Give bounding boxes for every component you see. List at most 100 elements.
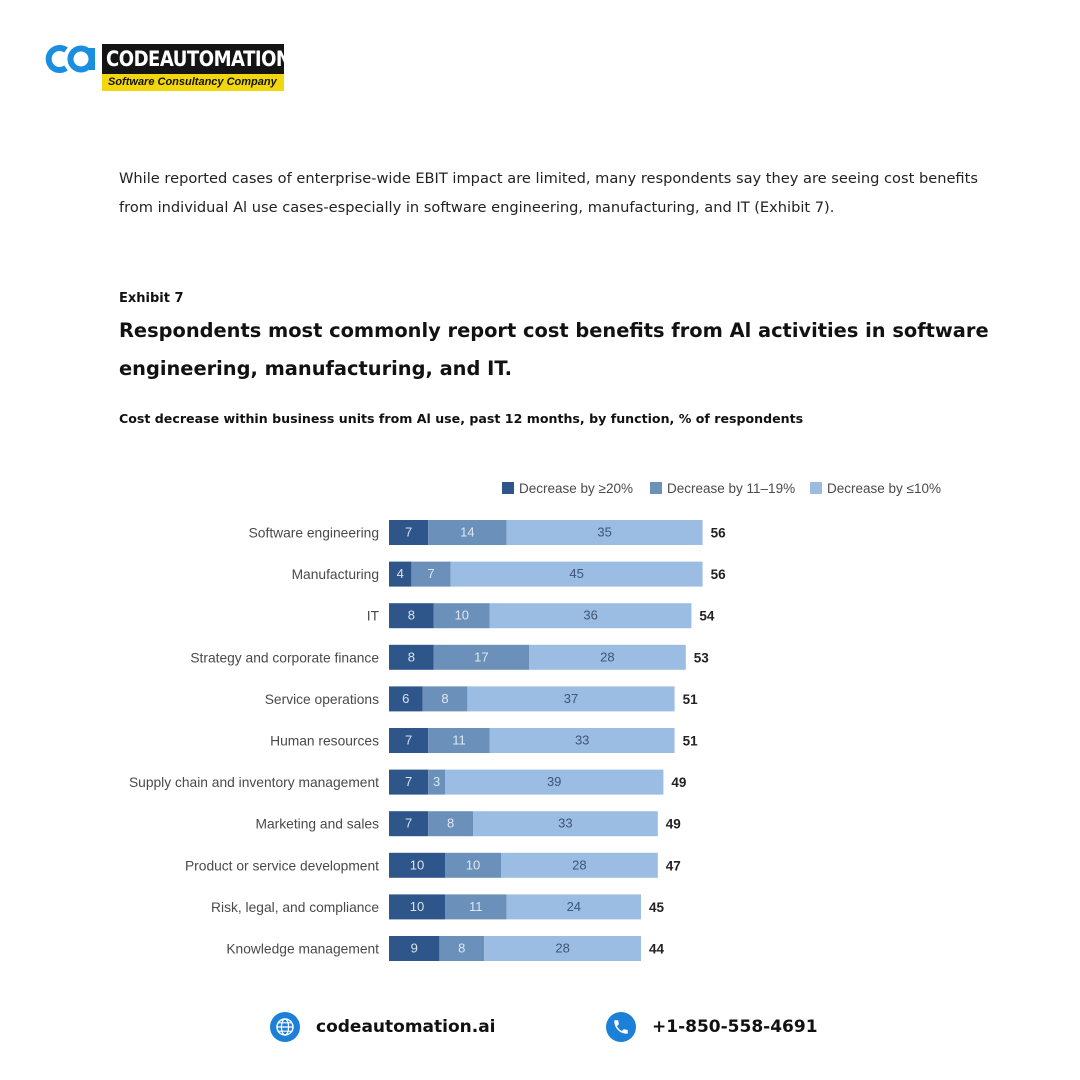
bar-segment: [389, 769, 429, 795]
total-value-label: 53: [694, 650, 710, 665]
bar-segment: [389, 894, 445, 920]
category-label: Product or service development: [185, 858, 379, 873]
bar-segment: [428, 728, 490, 753]
segment-value-label: 9: [411, 941, 418, 956]
company-logo: CODEAUTOMATION Software Consultancy Comp…: [44, 42, 294, 92]
segment-value-label: 7: [427, 566, 434, 581]
stacked-bar-chart: Decrease by ≥20% Decrease by 11–19% Decrea…: [129, 481, 941, 961]
total-value-label: 45: [649, 900, 665, 915]
segment-value-label: 39: [547, 774, 561, 789]
segment-value-label: 7: [405, 774, 412, 789]
segment-value-label: 24: [567, 899, 581, 914]
chart-subtitle: Cost decrease within business units from…: [119, 411, 804, 426]
bar-segment: [445, 894, 507, 920]
bar-segment: [389, 603, 434, 629]
bar-segment: [389, 728, 429, 753]
bar-segment: [433, 603, 490, 629]
globe-icon: [270, 1012, 300, 1042]
phone-number[interactable]: +1-850-558-4691: [652, 1017, 818, 1037]
website-contact[interactable]: codeautomation.ai: [270, 1011, 496, 1043]
total-value-label: 56: [711, 526, 727, 541]
logo-mark-icon: [45, 45, 95, 73]
bar-segment: [389, 852, 445, 878]
category-label: Human resources: [270, 734, 379, 749]
legend-swatch: [502, 482, 514, 494]
segment-value-label: 28: [555, 941, 569, 956]
bar-segment: [428, 811, 473, 837]
segment-value-label: 11: [469, 899, 483, 914]
legend-swatch: [810, 482, 822, 494]
segment-value-label: 10: [455, 608, 469, 623]
bar-segment: [506, 894, 641, 920]
category-label: Strategy and corporate finance: [190, 650, 379, 665]
phone-icon: [606, 1012, 636, 1042]
logo-tagline-band: [102, 74, 284, 91]
total-value-label: 44: [649, 942, 665, 957]
exhibit-label: Exhibit 7: [119, 291, 184, 306]
brand-tagline: Software Consultancy Company: [108, 76, 277, 88]
segment-value-label: 28: [572, 857, 586, 872]
category-label: Marketing and sales: [256, 817, 380, 832]
bar-segment: [439, 936, 485, 961]
segment-value-label: 10: [466, 857, 480, 872]
segment-value-label: 45: [569, 566, 583, 581]
bar-segment: [433, 644, 529, 670]
category-label: Service operations: [265, 692, 379, 707]
segment-value-label: 10: [410, 899, 424, 914]
segment-value-label: 6: [402, 691, 409, 706]
brand-name: CODEAUTOMATION: [106, 47, 291, 71]
bar-segment: [506, 520, 703, 545]
total-value-label: 49: [671, 775, 686, 790]
category-label: Supply chain and inventory management: [129, 775, 379, 790]
logo-name-box: [102, 44, 284, 74]
legend-swatch: [650, 482, 662, 494]
legend-label: Decrease by ≤10%: [827, 481, 941, 496]
bar-segment: [428, 520, 507, 545]
segment-value-label: 14: [460, 525, 474, 540]
total-value-label: 49: [666, 817, 681, 832]
bar-segment: [445, 852, 501, 878]
bar-segment: [411, 561, 451, 587]
total-value-label: 47: [666, 858, 681, 873]
bar-segment: [389, 561, 412, 587]
website-link[interactable]: codeautomation.ai: [316, 1017, 496, 1037]
bar-segment: [389, 644, 434, 670]
category-label: Software engineering: [249, 526, 379, 541]
segment-value-label: 7: [405, 525, 412, 540]
segment-value-label: 28: [600, 649, 614, 664]
exhibit-title: Respondents most commonly report cost be…: [119, 319, 989, 380]
bar-segment: [389, 686, 423, 712]
segment-value-label: 11: [452, 733, 466, 748]
bar-segment: [489, 728, 675, 753]
bar-segment: [389, 936, 440, 961]
phone-contact[interactable]: +1-850-558-4691: [606, 1011, 818, 1043]
segment-value-label: 33: [558, 816, 572, 831]
bar-segment: [389, 811, 429, 837]
category-label: IT: [367, 609, 380, 624]
bar-segment: [529, 644, 686, 670]
total-value-label: 56: [711, 567, 727, 582]
bar-segment: [473, 811, 658, 837]
segment-value-label: 4: [397, 566, 404, 581]
segment-value-label: 7: [405, 733, 412, 748]
legend-label: Decrease by ≥20%: [519, 481, 633, 496]
bar-segment: [501, 852, 658, 878]
segment-value-label: 17: [474, 649, 488, 664]
segment-value-label: 8: [458, 941, 465, 956]
bar-segment: [467, 686, 675, 712]
segment-value-label: 8: [447, 816, 454, 831]
category-label: Manufacturing: [292, 567, 379, 582]
segment-value-label: 35: [597, 525, 611, 540]
total-value-label: 54: [699, 609, 715, 624]
bar-segment: [445, 769, 664, 795]
bar-segment: [489, 603, 692, 629]
segment-value-label: 3: [433, 774, 440, 789]
segment-value-label: 8: [408, 608, 415, 623]
segment-value-label: 10: [410, 857, 424, 872]
bar-segment: [450, 561, 703, 587]
total-value-label: 51: [683, 734, 699, 749]
legend-label: Decrease by 11–19%: [667, 481, 795, 496]
segment-value-label: 7: [405, 816, 412, 831]
bar-segment: [428, 769, 445, 795]
bar-segment: [422, 686, 468, 712]
